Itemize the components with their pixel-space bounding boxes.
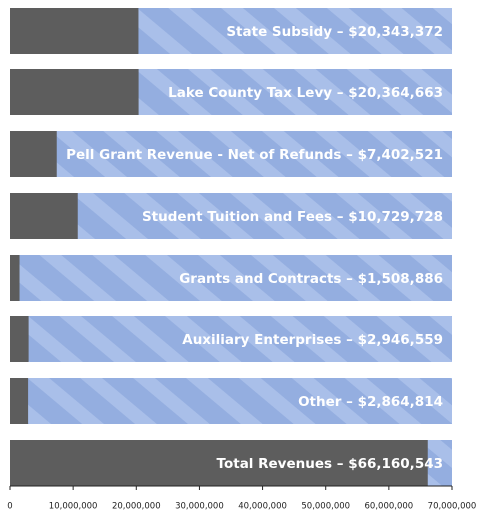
bar-background <box>10 255 452 301</box>
x-tick-label: 70,000,000 <box>428 502 477 512</box>
bar-background <box>10 193 452 239</box>
bar-label: Lake County Tax Levy – $20,364,663 <box>168 85 443 101</box>
bar-label: Grants and Contracts – $1,508,886 <box>179 271 443 287</box>
x-tick-label: 20,000,000 <box>112 502 161 512</box>
bar-label: Student Tuition and Fees – $10,729,728 <box>142 209 443 225</box>
x-tick-label: 0 <box>7 502 12 512</box>
x-tick-label: 60,000,000 <box>365 502 414 512</box>
bar-background <box>10 378 452 424</box>
x-tick-label: 10,000,000 <box>49 502 98 512</box>
bar <box>10 255 20 301</box>
bar-background <box>10 316 452 362</box>
x-tick-label: 50,000,000 <box>301 502 350 512</box>
bar-label: Other – $2,864,814 <box>298 394 443 410</box>
bar <box>10 440 428 486</box>
bar <box>10 193 78 239</box>
bar <box>10 378 29 424</box>
bar <box>10 69 139 115</box>
bar <box>10 131 57 177</box>
bar-label: State Subsidy – $20,343,372 <box>226 24 443 40</box>
bar-background <box>10 131 452 177</box>
bar-label: Pell Grant Revenue - Net of Refunds – $7… <box>66 147 443 163</box>
bar <box>10 8 139 54</box>
bar-label: Total Revenues – $66,160,543 <box>217 456 443 472</box>
bar-label: Auxiliary Enterprises – $2,946,559 <box>182 332 443 348</box>
x-tick-label: 40,000,000 <box>238 502 287 512</box>
bar <box>10 316 29 362</box>
x-tick-label: 30,000,000 <box>175 502 224 512</box>
